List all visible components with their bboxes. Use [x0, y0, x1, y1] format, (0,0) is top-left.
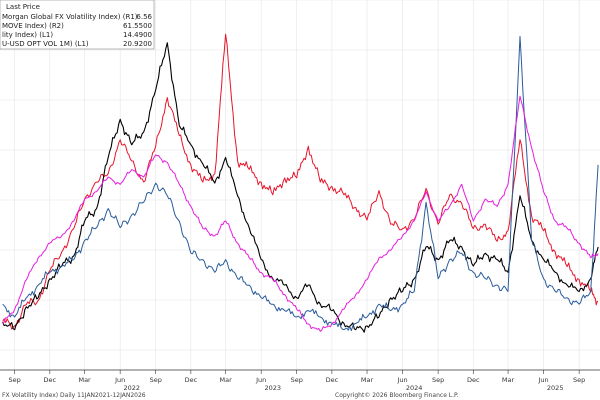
footer-right: Copyright© 2026 Bloomberg Finance L.P.	[335, 392, 459, 399]
legend-value-2: 61.5500	[123, 22, 152, 30]
legend-value-4: 20.9200	[123, 40, 152, 48]
x-tick-label-16: Jun	[538, 376, 549, 384]
series-eurusd-vol-line	[2, 35, 599, 332]
x-year-label-3: 2024	[406, 384, 423, 392]
x-tick-label-14: Dec	[467, 376, 480, 384]
x-axis: Sep Dec Mar Jun Sep Dec Mar Jun Sep Dec Mar Jun Sep D…	[9, 370, 585, 392]
legend-label-3: lity Index) (L1)	[2, 31, 53, 39]
x-tick-label-6: Dec	[185, 376, 198, 384]
legend-value-3: 14.4900	[123, 31, 152, 39]
series-jpm-fx-vol-line	[2, 95, 599, 332]
x-year-label-2: 2023	[264, 384, 281, 392]
vertical-gridlines	[14, 0, 580, 370]
x-tick-label-13: Sep	[432, 376, 444, 384]
series-vix-line	[2, 42, 599, 333]
x-tick-label-4: Jun	[114, 376, 125, 384]
legend-box	[0, 0, 155, 50]
x-year-label-4: 2025	[547, 384, 564, 392]
series-move-index-line	[2, 33, 599, 330]
legend-label-4: U-USD OPT VOL 1M) (L1)	[2, 40, 89, 48]
gridlines	[0, 0, 600, 351]
legend-value-1: 6.56	[136, 13, 152, 21]
x-tick-label-1: Sep	[9, 376, 21, 384]
x-tick-label-2: Dec	[44, 376, 57, 384]
footer-left: FX Volatility Index) Daily 11JAN2021-12J…	[2, 392, 146, 399]
x-tick-label-3: Mar	[78, 376, 91, 384]
x-tick-label-9: Sep	[291, 376, 303, 384]
x-tick-label-5: Sep	[150, 376, 162, 384]
x-tick-label-10: Dec	[326, 376, 339, 384]
x-year-label-1: 2022	[123, 384, 140, 392]
series-lines	[2, 33, 599, 333]
x-tick-label-15: Mar	[502, 376, 515, 384]
legend: Last Price Morgan Global FX Volatility I…	[0, 0, 155, 50]
x-tick-label-12: Jun	[396, 376, 407, 384]
legend-label-2: MOVE Index) (R2)	[2, 22, 64, 30]
x-tick-label-7: Mar	[219, 376, 232, 384]
x-tick-label-11: Mar	[361, 376, 374, 384]
x-tick-label-8: Jun	[255, 376, 266, 384]
x-tick-label-17: Sep	[573, 376, 585, 384]
legend-header: Last Price	[6, 3, 40, 11]
legend-label-1: Morgan Global FX Volatility Index) (R1)	[2, 13, 138, 21]
